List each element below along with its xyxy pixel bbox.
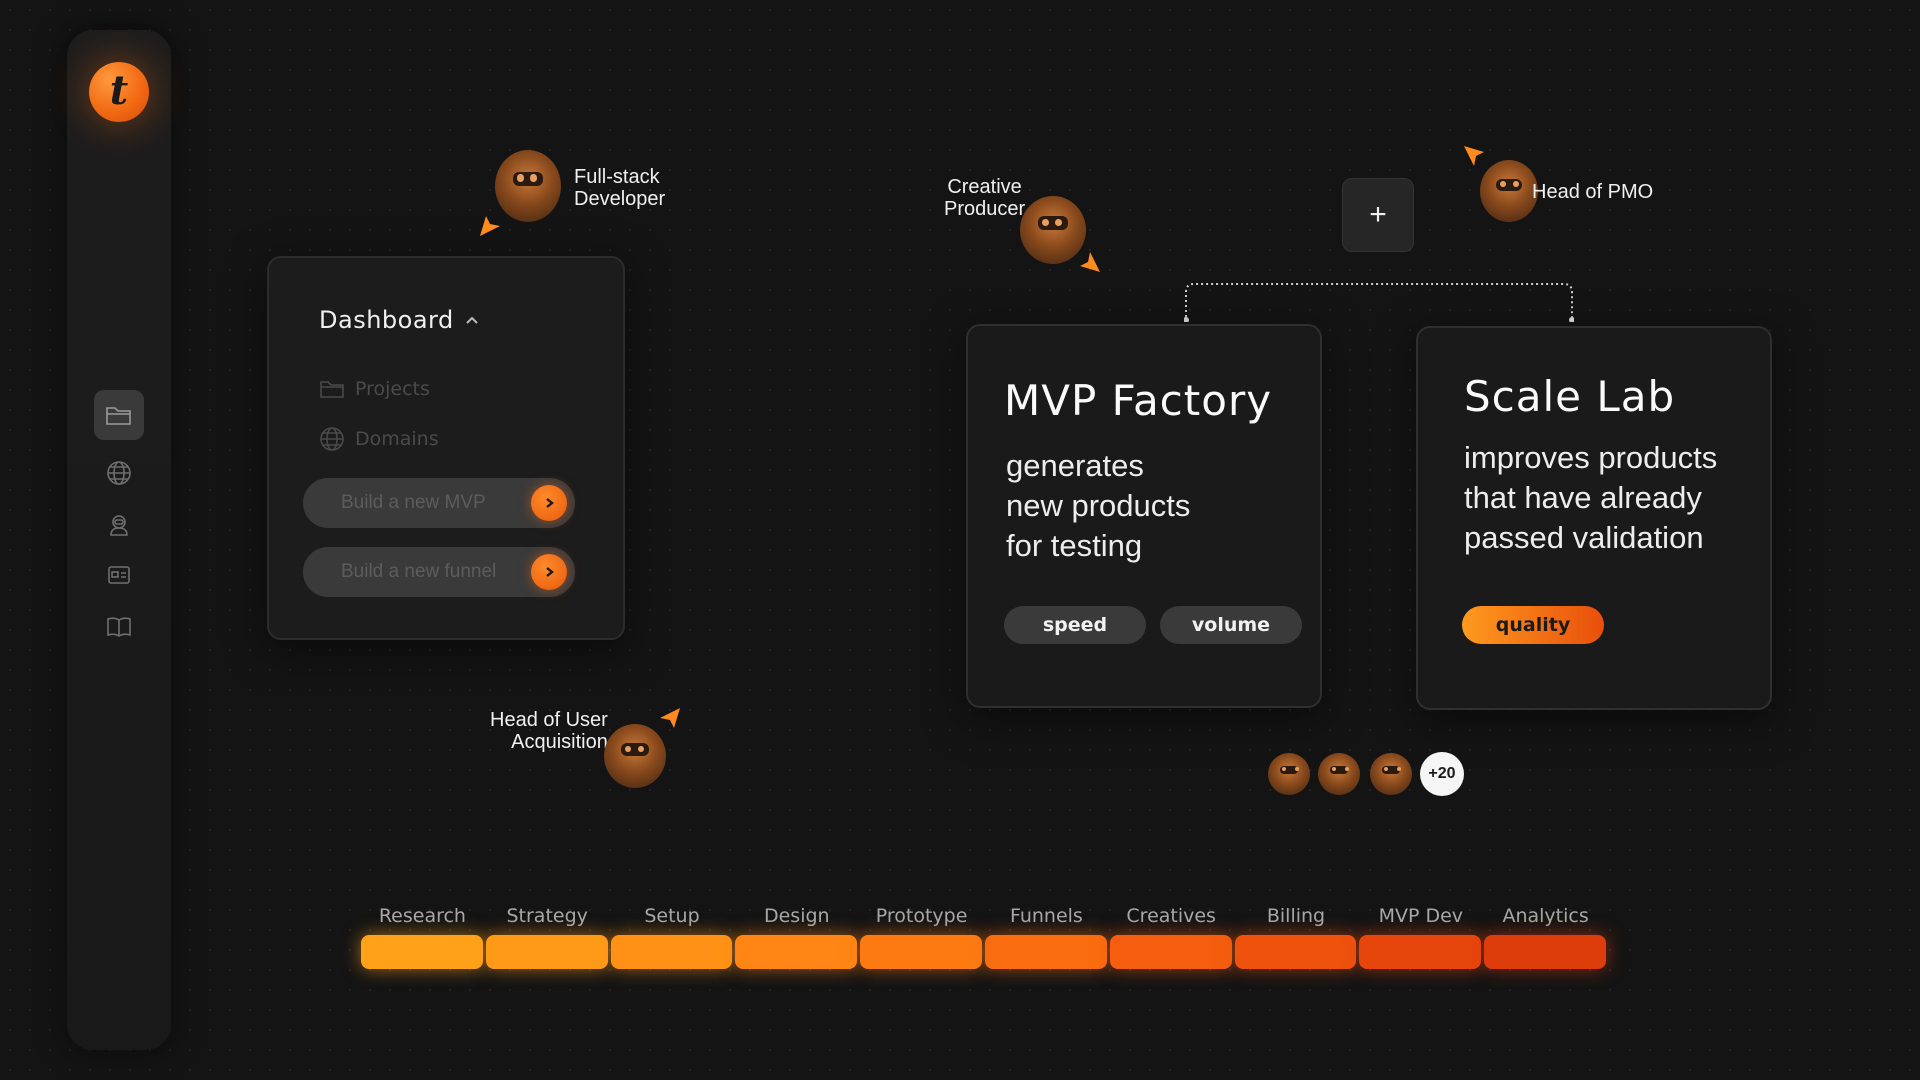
- dashboard-item-label: Domains: [355, 428, 439, 450]
- globe-icon: [320, 427, 344, 451]
- team-member-avatar: [1318, 753, 1360, 795]
- description-line: new products: [1006, 488, 1191, 523]
- timeline-stage-segment[interactable]: [1359, 935, 1482, 969]
- scale-lab-description: improves products that have already pass…: [1464, 438, 1717, 558]
- team-member-avatar: [1370, 753, 1412, 795]
- creative-producer-label: Creative Producer: [944, 176, 1026, 220]
- build-funnel-button[interactable]: Build a new funnel: [303, 547, 575, 597]
- description-line: for testing: [1006, 528, 1143, 563]
- cursor-arrow-icon: [1080, 252, 1100, 272]
- fullstack-developer-avatar: [495, 150, 561, 222]
- folder-icon: [320, 381, 344, 398]
- timeline-stage-segment[interactable]: [485, 935, 608, 969]
- mvp-factory-card: MVP Factory generates new products for t…: [966, 324, 1322, 708]
- timeline-stage-label: Analytics: [1502, 905, 1589, 927]
- timeline-stage-segment[interactable]: [1484, 935, 1606, 969]
- scale-lab-title: Scale Lab: [1464, 372, 1676, 421]
- mvp-factory-title: MVP Factory: [1004, 376, 1273, 425]
- head-of-user-acquisition-avatar: [604, 724, 666, 788]
- timeline-stage-segment[interactable]: [610, 935, 733, 969]
- timeline-stage-segment[interactable]: [860, 935, 982, 969]
- creative-producer-avatar: [1020, 196, 1086, 264]
- connector-line: [1184, 283, 1574, 322]
- build-mvp-label: Build a new MVP: [341, 492, 486, 513]
- mvp-factory-description: generates new products for testing: [1006, 446, 1190, 566]
- dashboard-item-projects[interactable]: Projects: [319, 378, 430, 400]
- team-avatars[interactable]: +20: [1268, 748, 1468, 798]
- head-of-user-acquisition-label: Head of User Acquisition: [490, 709, 608, 753]
- chevron-right-icon[interactable]: [531, 554, 567, 590]
- team-member-avatar: [1268, 753, 1310, 795]
- description-line: passed validation: [1464, 520, 1704, 555]
- timeline-stage-label: MVP Dev: [1378, 905, 1464, 927]
- logo-letter: t: [109, 66, 129, 114]
- description-line: that have already: [1464, 480, 1702, 515]
- astronaut-icon: [110, 515, 128, 536]
- sidebar-item-cards[interactable]: [94, 550, 144, 600]
- chevron-up-icon[interactable]: [464, 314, 480, 326]
- sidebar-item-domains[interactable]: [94, 448, 144, 498]
- timeline-stage-label: Strategy: [506, 905, 588, 927]
- timeline-stage-segment[interactable]: [1109, 935, 1232, 969]
- sidebar-item-docs[interactable]: [94, 602, 144, 652]
- timeline-stage-segment[interactable]: [985, 935, 1107, 969]
- description-line: generates: [1006, 448, 1144, 483]
- volume-tag: volume: [1160, 606, 1302, 644]
- timeline-stage-segment[interactable]: [1234, 935, 1357, 969]
- dashboard-title[interactable]: Dashboard: [319, 306, 454, 334]
- card-icon: [108, 566, 130, 584]
- timeline-stage-segment[interactable]: [361, 935, 483, 969]
- app-logo[interactable]: t: [89, 62, 149, 122]
- cursor-arrow-icon: [1464, 146, 1484, 166]
- fullstack-developer-label: Full-stack Developer: [574, 166, 666, 210]
- timeline-stage-label: Funnels: [1009, 905, 1083, 927]
- timeline-stage-segment[interactable]: [735, 935, 858, 969]
- dashboard-item-domains[interactable]: Domains: [319, 426, 439, 452]
- sidebar: t: [67, 30, 171, 1050]
- dashboard-card: Dashboard Projects Domains Build a new M…: [267, 256, 625, 640]
- timeline-stage-label: Prototype: [875, 905, 968, 927]
- sidebar-item-team[interactable]: [94, 500, 144, 550]
- timeline-stage-label: Research: [378, 905, 466, 927]
- timeline-stage-label: Creatives: [1126, 905, 1216, 927]
- quality-tag: quality: [1462, 606, 1604, 644]
- sidebar-item-projects[interactable]: [94, 390, 144, 440]
- globe-icon: [107, 461, 131, 485]
- build-mvp-button[interactable]: Build a new MVP: [303, 478, 575, 528]
- description-line: improves products: [1464, 440, 1718, 475]
- add-button[interactable]: +: [1342, 178, 1414, 252]
- book-icon: [107, 617, 131, 637]
- timeline-stage-label: Billing: [1266, 905, 1326, 927]
- timeline-stage-label: Setup: [644, 905, 700, 927]
- cursor-arrow-icon: [660, 708, 680, 728]
- dashboard-item-label: Projects: [355, 378, 430, 400]
- folder-icon: [106, 407, 131, 425]
- timeline-stage-label: Design: [763, 905, 830, 927]
- cursor-arrow-icon: [480, 216, 500, 236]
- build-funnel-label: Build a new funnel: [341, 561, 497, 582]
- chevron-right-icon[interactable]: [531, 485, 567, 521]
- head-of-pmo-avatar: [1480, 160, 1538, 222]
- more-members-badge[interactable]: +20: [1420, 752, 1464, 796]
- scale-lab-card: Scale Lab improves products that have al…: [1416, 326, 1772, 710]
- head-of-pmo-label: Head of PMO: [1532, 181, 1654, 203]
- speed-tag: speed: [1004, 606, 1146, 644]
